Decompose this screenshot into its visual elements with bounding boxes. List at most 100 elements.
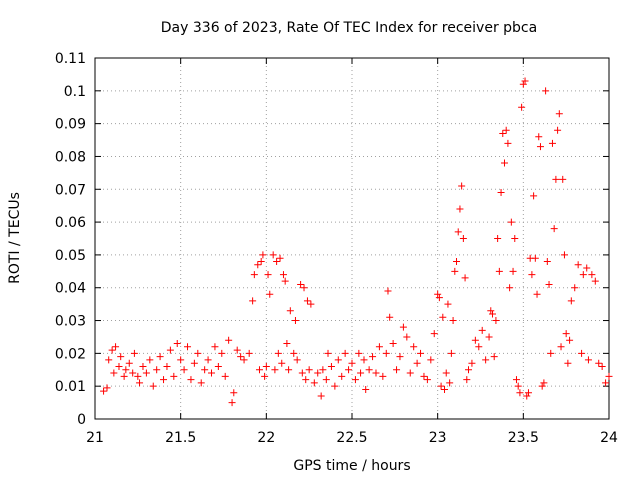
data-point: [197, 379, 205, 387]
data-point: [254, 261, 262, 269]
data-point: [180, 366, 188, 374]
data-point: [507, 218, 515, 226]
y-tick-label: 0.11: [55, 51, 86, 67]
data-point: [379, 372, 387, 380]
data-point: [463, 376, 471, 384]
data-point: [249, 297, 257, 305]
x-tick-label: 22.5: [336, 430, 367, 446]
data-point: [485, 333, 493, 341]
data-point: [269, 251, 277, 259]
data-point: [512, 376, 520, 384]
data-point: [187, 376, 195, 384]
x-tick-label: 23: [429, 430, 447, 446]
data-point: [233, 346, 241, 354]
data-point: [500, 159, 508, 167]
data-point: [177, 356, 185, 364]
data-point: [399, 323, 407, 331]
data-point: [240, 356, 248, 364]
data-point: [545, 280, 553, 288]
data-point: [122, 366, 130, 374]
data-point: [117, 353, 125, 361]
data-point: [511, 235, 519, 242]
data-point: [454, 228, 462, 236]
data-point: [413, 359, 421, 367]
x-axis-title: GPS time / hours: [293, 458, 410, 474]
data-point: [264, 271, 272, 279]
chart-title: Day 336 of 2023, Rate Of TEC Index for r…: [161, 20, 537, 36]
y-axis-title: ROTI / TECUs: [7, 192, 23, 284]
data-point: [266, 290, 274, 298]
data-point: [139, 362, 147, 370]
data-point: [283, 340, 291, 348]
data-point: [482, 356, 490, 364]
data-point: [250, 271, 258, 279]
data-point: [286, 307, 294, 315]
data-point: [423, 376, 431, 384]
data-point: [218, 349, 226, 357]
data-point: [578, 349, 586, 357]
data-point: [579, 271, 587, 279]
data-point: [518, 103, 526, 111]
y-tick-label: 0.1: [64, 84, 86, 100]
data-point: [605, 372, 613, 380]
data-point: [190, 359, 198, 367]
data-point: [557, 343, 565, 351]
data-point: [255, 366, 263, 374]
data-point: [149, 382, 157, 390]
data-point: [285, 366, 293, 374]
data-point: [386, 313, 394, 321]
data-point: [514, 382, 522, 390]
data-point: [471, 336, 479, 344]
y-tick-label: 0.05: [55, 248, 86, 264]
data-point: [303, 297, 311, 305]
data-point: [298, 369, 306, 377]
data-point: [393, 366, 401, 374]
data-point: [259, 251, 267, 259]
data-point: [204, 356, 212, 364]
data-point: [307, 300, 315, 308]
data-point: [567, 297, 575, 305]
data-point: [410, 343, 418, 351]
data-point: [420, 372, 428, 380]
data-point: [225, 336, 233, 344]
data-point: [331, 382, 339, 390]
data-point: [435, 294, 443, 302]
data-point: [293, 356, 301, 364]
data-point: [506, 284, 514, 292]
y-tick-label: 0.06: [55, 215, 86, 231]
data-point: [490, 353, 498, 361]
data-point: [230, 389, 238, 397]
data-point: [278, 359, 286, 367]
x-tick-label: 23.5: [508, 430, 539, 446]
data-point: [555, 110, 563, 118]
data-point: [300, 284, 308, 292]
x-tick-label: 24: [600, 430, 618, 446]
data-point: [509, 267, 517, 275]
data-point: [559, 175, 567, 183]
data-point: [523, 392, 531, 400]
data-point: [348, 359, 356, 367]
data-point: [427, 356, 435, 364]
data-point: [375, 343, 383, 351]
data-point: [447, 349, 455, 357]
data-point: [439, 313, 447, 321]
data-point: [322, 376, 330, 384]
data-point: [257, 257, 265, 265]
data-point: [314, 369, 322, 377]
data-point: [548, 139, 556, 147]
data-point: [134, 372, 142, 380]
data-point: [449, 317, 457, 325]
data-point: [338, 372, 346, 380]
y-tick-label: 0.02: [55, 346, 86, 362]
data-point: [538, 382, 546, 390]
data-point: [305, 366, 313, 374]
data-point: [437, 382, 445, 390]
grid: [95, 58, 609, 419]
data-point: [129, 369, 137, 377]
data-point: [465, 366, 473, 374]
data-point: [365, 366, 373, 374]
data-point: [530, 192, 538, 200]
data-point: [560, 251, 568, 259]
y-tick-label: 0.03: [55, 314, 86, 330]
data-point: [547, 349, 555, 357]
